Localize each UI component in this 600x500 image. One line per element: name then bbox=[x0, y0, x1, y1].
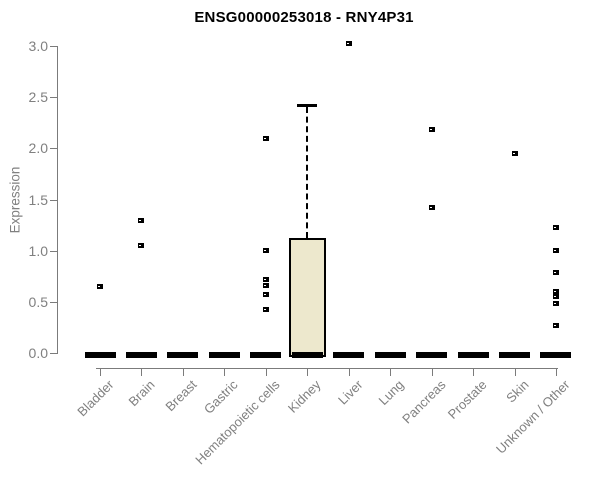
median-dash bbox=[250, 352, 282, 358]
median-dash bbox=[167, 352, 199, 358]
y-tick bbox=[50, 199, 57, 201]
x-tick bbox=[431, 368, 433, 376]
outlier-point bbox=[552, 247, 559, 253]
whisker-cap bbox=[297, 104, 318, 108]
outlier-point bbox=[262, 291, 269, 297]
median-dash bbox=[84, 352, 116, 358]
x-tick bbox=[224, 368, 226, 376]
x-tick bbox=[141, 368, 143, 376]
outlier-point bbox=[262, 306, 269, 312]
y-tick bbox=[50, 46, 57, 47]
y-axis-line bbox=[57, 46, 58, 354]
y-tick-label: 1.5 bbox=[28, 191, 48, 208]
median-dash bbox=[499, 352, 531, 358]
median-dash bbox=[125, 352, 157, 358]
y-tick bbox=[50, 148, 57, 150]
outlier-point bbox=[262, 247, 269, 253]
y-tick-label: 3.0 bbox=[28, 38, 48, 54]
y-tick bbox=[50, 250, 57, 252]
outlier-point bbox=[428, 126, 435, 132]
y-tick-label: 2.0 bbox=[28, 140, 48, 157]
outlier-point bbox=[262, 136, 269, 142]
x-tick bbox=[348, 368, 350, 376]
outlier-point bbox=[552, 293, 559, 299]
whisker-line bbox=[306, 107, 309, 239]
x-tick bbox=[182, 368, 184, 376]
y-tick bbox=[50, 353, 57, 354]
outlier-point bbox=[138, 217, 145, 223]
outlier-point bbox=[552, 288, 559, 294]
x-tick bbox=[265, 368, 267, 376]
x-tick bbox=[307, 368, 309, 376]
median-dash bbox=[540, 352, 572, 358]
outlier-point bbox=[511, 151, 518, 157]
x-tick bbox=[555, 368, 557, 376]
outlier-point bbox=[97, 284, 103, 290]
chart-title: ENSG00000253018 - RNY4P31 bbox=[194, 9, 414, 26]
y-tick bbox=[50, 301, 57, 303]
x-tick bbox=[100, 368, 101, 376]
median-dash bbox=[457, 352, 489, 358]
median-dash bbox=[291, 352, 323, 358]
x-tick bbox=[390, 368, 392, 376]
outlier-point bbox=[552, 270, 559, 276]
x-tick bbox=[514, 368, 516, 376]
outlier-point bbox=[552, 225, 559, 231]
median-dash bbox=[416, 352, 448, 358]
y-tick-label: 0.5 bbox=[28, 293, 48, 310]
y-tick bbox=[50, 97, 57, 99]
median-dash bbox=[333, 352, 365, 358]
y-tick-label: 1.0 bbox=[28, 242, 48, 259]
outlier-point bbox=[345, 40, 352, 46]
median-dash bbox=[208, 352, 240, 358]
x-axis-line bbox=[96, 368, 558, 369]
outlier-point bbox=[428, 204, 435, 210]
x-tick bbox=[473, 368, 475, 376]
outlier-point bbox=[262, 277, 269, 283]
outlier-point bbox=[262, 283, 269, 289]
outlier-point bbox=[552, 323, 559, 329]
box bbox=[288, 238, 326, 357]
outlier-point bbox=[552, 300, 559, 306]
y-tick-label: 0.0 bbox=[28, 345, 48, 361]
outlier-point bbox=[138, 242, 145, 248]
median-dash bbox=[374, 352, 406, 358]
y-tick-label: 2.5 bbox=[28, 89, 48, 106]
